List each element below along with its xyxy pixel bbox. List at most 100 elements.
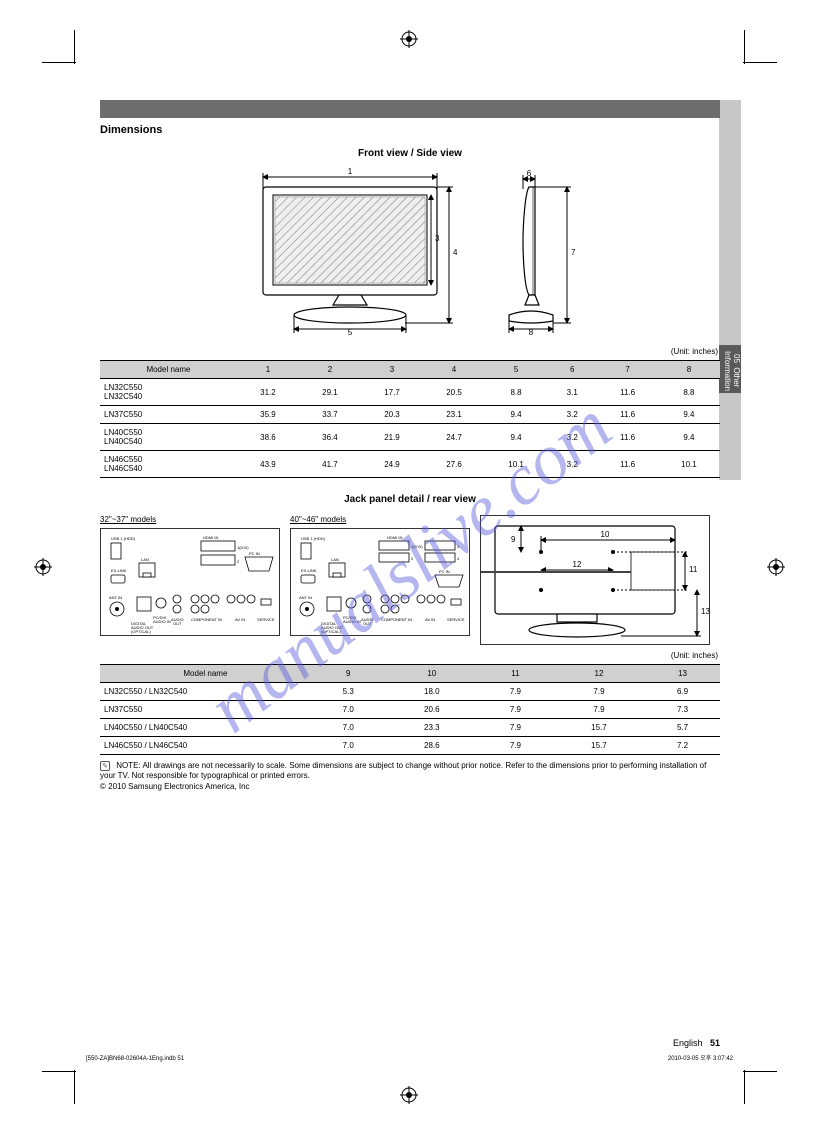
side-tab-num: 05 (732, 354, 741, 363)
value-cell: 3.2 (547, 424, 597, 451)
section-bar (100, 100, 720, 118)
value-cell: 7.0 (311, 701, 386, 719)
value-cell: 31.2 (237, 379, 299, 406)
unit-note: (Unit: inches) (100, 651, 720, 660)
value-cell: 7.9 (478, 683, 553, 701)
table-header: 12 (553, 665, 645, 683)
table-header: 13 (645, 665, 720, 683)
tv-side-view-diagram: 6 7 8 (495, 165, 585, 335)
crop-mark (42, 62, 76, 63)
svg-text:ANT IN: ANT IN (299, 595, 312, 600)
svg-text:SERVICE: SERVICE (257, 617, 275, 622)
table-header: 10 (386, 665, 478, 683)
value-cell: 11.6 (597, 451, 657, 478)
value-cell: 11.6 (597, 406, 657, 424)
svg-text:4: 4 (457, 556, 460, 561)
table-header: Model name (100, 361, 237, 379)
svg-text:PC IN: PC IN (439, 569, 450, 574)
svg-text:ANT IN: ANT IN (109, 595, 122, 600)
page-footer: English 51 (100, 1038, 720, 1048)
value-cell: 15.7 (553, 719, 645, 737)
svg-text:(OPTICAL): (OPTICAL) (131, 629, 151, 634)
svg-text:EX-LINK: EX-LINK (301, 568, 317, 573)
jack-panel-diagram: USB 1 (HDD) EX-LINK ANT IN LAN HDMI IN 1… (290, 528, 470, 636)
page-content: Dimensions Front view / Side view 1 (100, 100, 720, 792)
value-cell: 43.9 (237, 451, 299, 478)
value-cell: 9.4 (485, 406, 547, 424)
svg-text:USB 1 (HDD): USB 1 (HDD) (111, 536, 136, 541)
page-number: 51 (710, 1038, 720, 1048)
dimension-drawings: 1 2 3 (100, 165, 720, 335)
table-row: LN46C550 / LN46C5407.028.67.915.77.2 (100, 737, 720, 755)
model-cell: LN32C550 LN32C540 (100, 379, 237, 406)
value-cell: 11.6 (597, 379, 657, 406)
registration-mark-icon (767, 558, 785, 576)
side-tab: 05 Other Information (719, 100, 741, 480)
value-cell: 28.6 (386, 737, 478, 755)
table-row: LN46C550 LN46C54043.941.724.927.610.13.2… (100, 451, 720, 478)
svg-text:8: 8 (529, 328, 534, 335)
value-cell: 8.8 (658, 379, 720, 406)
note-text: NOTE: All drawings are not necessarily t… (100, 761, 706, 791)
svg-text:COMPONENT IN: COMPONENT IN (381, 617, 412, 622)
unit-note: (Unit: inches) (100, 347, 720, 356)
front-view-title: Front view / Side view (100, 148, 720, 159)
model-cell: LN32C550 / LN32C540 (100, 683, 311, 701)
svg-text:LAN: LAN (141, 557, 149, 562)
svg-text:11: 11 (689, 565, 698, 574)
table-header: Model name (100, 665, 311, 683)
svg-text:5: 5 (348, 328, 353, 335)
table-header: 5 (485, 361, 547, 379)
value-cell: 7.3 (645, 701, 720, 719)
table-row: LN37C55035.933.720.323.19.43.211.69.4 (100, 406, 720, 424)
tv-front-view-diagram: 1 2 3 (235, 165, 465, 335)
model-cell: LN37C550 (100, 406, 237, 424)
value-cell: 36.4 (299, 424, 361, 451)
note-icon: ✎ (100, 761, 110, 771)
rear-dimensions-table: Model name 9 10 11 12 13 LN32C550 / LN32… (100, 664, 720, 755)
value-cell: 24.7 (423, 424, 485, 451)
table-header: 3 (361, 361, 423, 379)
value-cell: 20.3 (361, 406, 423, 424)
crop-mark (74, 1070, 75, 1104)
model-cell: LN40C550 LN40C540 (100, 424, 237, 451)
value-cell: 20.5 (423, 379, 485, 406)
value-cell: 7.9 (478, 737, 553, 755)
svg-text:HDMI IN: HDMI IN (387, 535, 402, 540)
value-cell: 9.4 (658, 406, 720, 424)
svg-text:HDMI IN: HDMI IN (203, 535, 218, 540)
value-cell: 3.2 (547, 406, 597, 424)
crop-mark (42, 1071, 76, 1072)
svg-text:USB 1 (HDD): USB 1 (HDD) (301, 536, 326, 541)
svg-text:13: 13 (701, 607, 709, 616)
value-cell: 7.0 (311, 737, 386, 755)
panel-label: 32"~37" models (100, 515, 280, 524)
value-cell: 17.7 (361, 379, 423, 406)
svg-text:(OPTICAL): (OPTICAL) (321, 629, 341, 634)
table-header: 8 (658, 361, 720, 379)
svg-text:3: 3 (457, 544, 460, 549)
table-row: LN32C550 / LN32C5405.318.07.97.96.9 (100, 683, 720, 701)
registration-mark-icon (34, 558, 52, 576)
value-cell: 11.6 (597, 424, 657, 451)
value-cell: 7.9 (478, 719, 553, 737)
model-cell: LN40C550 / LN40C540 (100, 719, 311, 737)
value-cell: 6.9 (645, 683, 720, 701)
value-cell: 29.1 (299, 379, 361, 406)
value-cell: 10.1 (658, 451, 720, 478)
table-header: 2 (299, 361, 361, 379)
svg-text:EX-LINK: EX-LINK (111, 568, 127, 573)
gutter-right: 2010-03-05 오후 3:07:42 (668, 1053, 733, 1062)
model-cell: LN46C550 LN46C540 (100, 451, 237, 478)
table-header: 6 (547, 361, 597, 379)
crop-mark (744, 1070, 745, 1104)
crop-mark (743, 1071, 777, 1072)
svg-text:OUT: OUT (173, 621, 182, 626)
svg-text:4: 4 (453, 248, 458, 257)
side-tab-label: 05 Other Information (719, 345, 741, 393)
value-cell: 9.4 (658, 424, 720, 451)
jack-panel-row: 32"~37" models USB 1 (HDD) EX-LINK ANT I… (100, 515, 720, 645)
crop-mark (74, 30, 75, 64)
registration-mark-icon (400, 30, 418, 48)
dimensions-table: Model name 1 2 3 4 5 6 7 8 LN32C550 LN32… (100, 360, 720, 478)
